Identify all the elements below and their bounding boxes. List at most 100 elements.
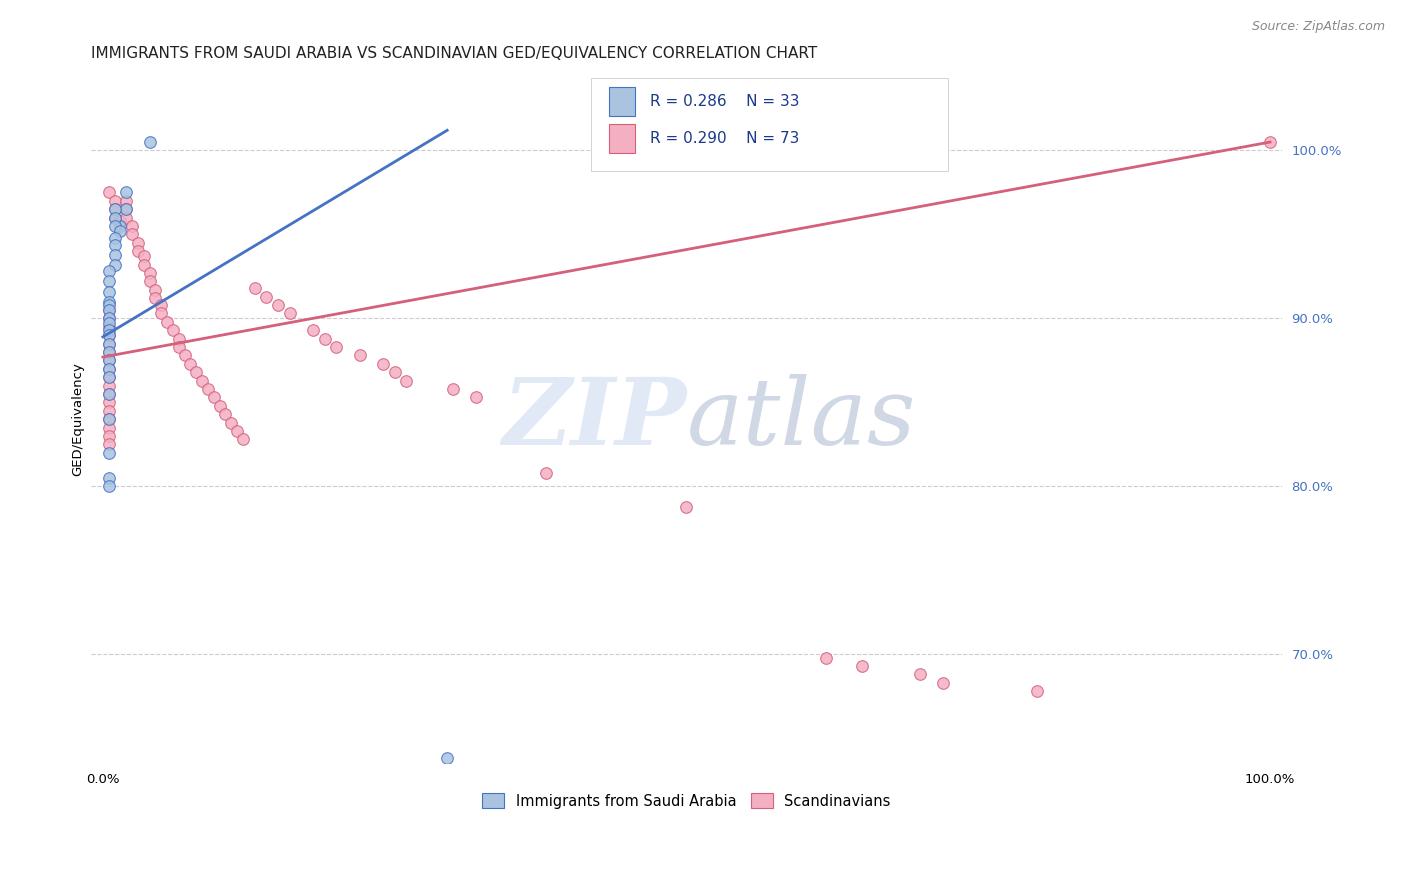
Point bbox=[103, 194, 125, 208]
Point bbox=[97, 446, 120, 460]
Point bbox=[1025, 684, 1047, 698]
FancyBboxPatch shape bbox=[591, 78, 949, 171]
Point bbox=[1258, 135, 1281, 149]
Point bbox=[97, 387, 120, 401]
Point bbox=[138, 135, 160, 149]
Point bbox=[675, 500, 697, 514]
Point bbox=[103, 258, 125, 272]
Point bbox=[254, 289, 277, 303]
Point bbox=[302, 323, 325, 337]
Point bbox=[851, 659, 873, 673]
Point bbox=[150, 306, 173, 320]
Point bbox=[115, 186, 138, 200]
FancyBboxPatch shape bbox=[609, 124, 636, 153]
Point bbox=[97, 328, 120, 343]
Point bbox=[97, 378, 120, 392]
Point bbox=[97, 319, 120, 334]
Point bbox=[115, 202, 138, 217]
Point bbox=[186, 365, 208, 379]
Point bbox=[110, 214, 132, 228]
Point bbox=[97, 311, 120, 326]
Point bbox=[97, 471, 120, 485]
Point bbox=[436, 751, 458, 765]
Point bbox=[97, 336, 120, 351]
Point bbox=[97, 361, 120, 376]
Point bbox=[150, 298, 173, 312]
Point bbox=[97, 345, 120, 359]
Point bbox=[214, 407, 236, 421]
Point bbox=[97, 303, 120, 318]
Point bbox=[145, 291, 167, 305]
Point bbox=[908, 667, 931, 681]
Point bbox=[232, 433, 254, 447]
Point bbox=[197, 382, 219, 396]
Point bbox=[110, 219, 132, 233]
Point bbox=[278, 306, 301, 320]
Point bbox=[132, 249, 155, 263]
Point bbox=[103, 219, 125, 233]
Text: R = 0.286    N = 33: R = 0.286 N = 33 bbox=[650, 95, 799, 109]
Point bbox=[162, 323, 184, 337]
Point bbox=[156, 315, 179, 329]
Point bbox=[97, 437, 120, 451]
Text: ZIP: ZIP bbox=[502, 374, 686, 464]
Point bbox=[97, 387, 120, 401]
Point bbox=[97, 412, 120, 426]
Point bbox=[395, 374, 418, 388]
Point bbox=[145, 283, 167, 297]
Point bbox=[97, 429, 120, 443]
Point bbox=[314, 332, 336, 346]
Point bbox=[127, 235, 149, 250]
Point bbox=[132, 258, 155, 272]
Point bbox=[103, 231, 125, 245]
Point bbox=[191, 374, 214, 388]
Point bbox=[932, 676, 955, 690]
Point bbox=[103, 202, 125, 217]
FancyBboxPatch shape bbox=[609, 87, 636, 116]
Point bbox=[173, 348, 195, 362]
Point bbox=[371, 357, 394, 371]
Point bbox=[97, 395, 120, 409]
Point bbox=[97, 361, 120, 376]
Point bbox=[97, 298, 120, 312]
Point bbox=[103, 247, 125, 261]
Point bbox=[97, 370, 120, 384]
Point bbox=[243, 281, 266, 295]
Text: IMMIGRANTS FROM SAUDI ARABIA VS SCANDINAVIAN GED/EQUIVALENCY CORRELATION CHART: IMMIGRANTS FROM SAUDI ARABIA VS SCANDINA… bbox=[91, 46, 817, 62]
Point bbox=[138, 266, 160, 280]
Point bbox=[226, 424, 249, 438]
Point bbox=[202, 390, 225, 404]
Point bbox=[219, 416, 242, 430]
Point bbox=[97, 370, 120, 384]
Point bbox=[97, 317, 120, 331]
Legend: Immigrants from Saudi Arabia, Scandinavians: Immigrants from Saudi Arabia, Scandinavi… bbox=[477, 788, 897, 814]
Point bbox=[97, 336, 120, 351]
Point bbox=[97, 303, 120, 318]
Point bbox=[97, 285, 120, 299]
Point bbox=[97, 479, 120, 493]
Point bbox=[127, 244, 149, 259]
Point bbox=[815, 650, 838, 665]
Point bbox=[325, 340, 347, 354]
Point bbox=[349, 348, 371, 362]
Point bbox=[110, 224, 132, 238]
Text: R = 0.290    N = 73: R = 0.290 N = 73 bbox=[650, 131, 799, 145]
Point bbox=[97, 186, 120, 200]
Y-axis label: GED/Equivalency: GED/Equivalency bbox=[72, 362, 84, 476]
Point bbox=[97, 311, 120, 326]
Point bbox=[97, 264, 120, 278]
Point bbox=[121, 227, 143, 242]
Point bbox=[138, 275, 160, 289]
Point bbox=[167, 332, 190, 346]
Point bbox=[167, 340, 190, 354]
Point bbox=[103, 202, 125, 217]
Point bbox=[97, 353, 120, 368]
Text: Source: ZipAtlas.com: Source: ZipAtlas.com bbox=[1251, 20, 1385, 33]
Point bbox=[115, 211, 138, 225]
Point bbox=[115, 194, 138, 208]
Point bbox=[103, 237, 125, 252]
Point bbox=[97, 275, 120, 289]
Point bbox=[115, 202, 138, 217]
Text: atlas: atlas bbox=[686, 374, 915, 464]
Point bbox=[384, 365, 406, 379]
